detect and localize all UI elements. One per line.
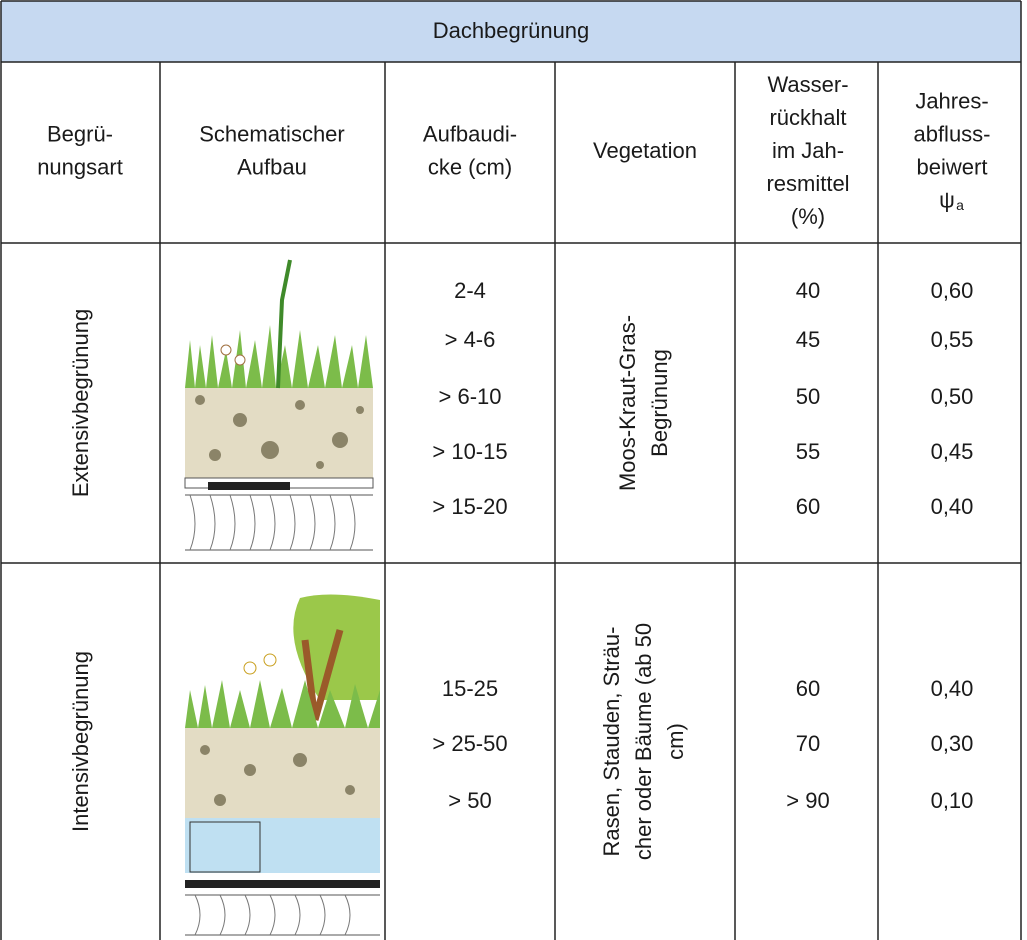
retention: > 90 (786, 788, 829, 813)
column-symbol: ψ (939, 187, 955, 212)
coefficient: 0,30 (931, 731, 974, 756)
thickness: > 50 (448, 788, 491, 813)
vegetation: Begrünung (647, 349, 672, 457)
coefficient: 0,40 (931, 494, 974, 519)
column-subscript: a (956, 197, 964, 213)
vegetation: Moos-Kraut-Gras- (615, 315, 640, 491)
column-header: nungsart (37, 154, 123, 179)
column-header: im Jah- (772, 138, 844, 163)
schematic-extensive (184, 259, 374, 551)
coefficient: 0,45 (931, 439, 974, 464)
column-header: Begrü- (47, 121, 113, 146)
vegetation: cher oder Bäume (ab 50 (631, 623, 656, 860)
column-header: Vegetation (593, 138, 697, 163)
schematic-intensive (185, 594, 380, 936)
coefficient: 0,40 (931, 676, 974, 701)
retention: 60 (796, 676, 820, 701)
column-header: Aufbaudi- (423, 121, 517, 146)
column-header: Schematischer (199, 121, 345, 146)
title-background (1, 1, 1021, 62)
column-header: rückhalt (769, 105, 846, 130)
coefficient: 0,10 (931, 788, 974, 813)
thickness: 15-25 (442, 676, 498, 701)
column-header: Jahres- (915, 88, 988, 113)
row-type: Extensivbegrünung (68, 309, 93, 497)
retention: 70 (796, 731, 820, 756)
column-header: resmittel (766, 171, 849, 196)
thickness: > 4-6 (445, 327, 496, 352)
vegetation: Rasen, Stauden, Sträu- (599, 627, 624, 857)
column-header: abfluss- (913, 121, 990, 146)
coefficient: 0,60 (931, 278, 974, 303)
vegetation: cm) (663, 723, 688, 760)
retention: 50 (796, 384, 820, 409)
coefficient: 0,55 (931, 327, 974, 352)
coefficient: 0,50 (931, 384, 974, 409)
thickness: > 10-15 (432, 439, 507, 464)
retention: 40 (796, 278, 820, 303)
thickness: 2-4 (454, 278, 486, 303)
column-header: Wasser- (767, 72, 848, 97)
retention: 55 (796, 439, 820, 464)
column-header: cke (cm) (428, 154, 512, 179)
thickness: > 15-20 (432, 494, 507, 519)
column-header: Aufbau (237, 154, 307, 179)
table-title: Dachbegrünung (433, 18, 590, 43)
column-header: (%) (791, 204, 825, 229)
thickness: > 25-50 (432, 731, 507, 756)
retention: 60 (796, 494, 820, 519)
thickness: > 6-10 (439, 384, 502, 409)
retention: 45 (796, 327, 820, 352)
row-type: Intensivbegrünung (68, 651, 93, 832)
column-header: beiwert (917, 154, 988, 179)
